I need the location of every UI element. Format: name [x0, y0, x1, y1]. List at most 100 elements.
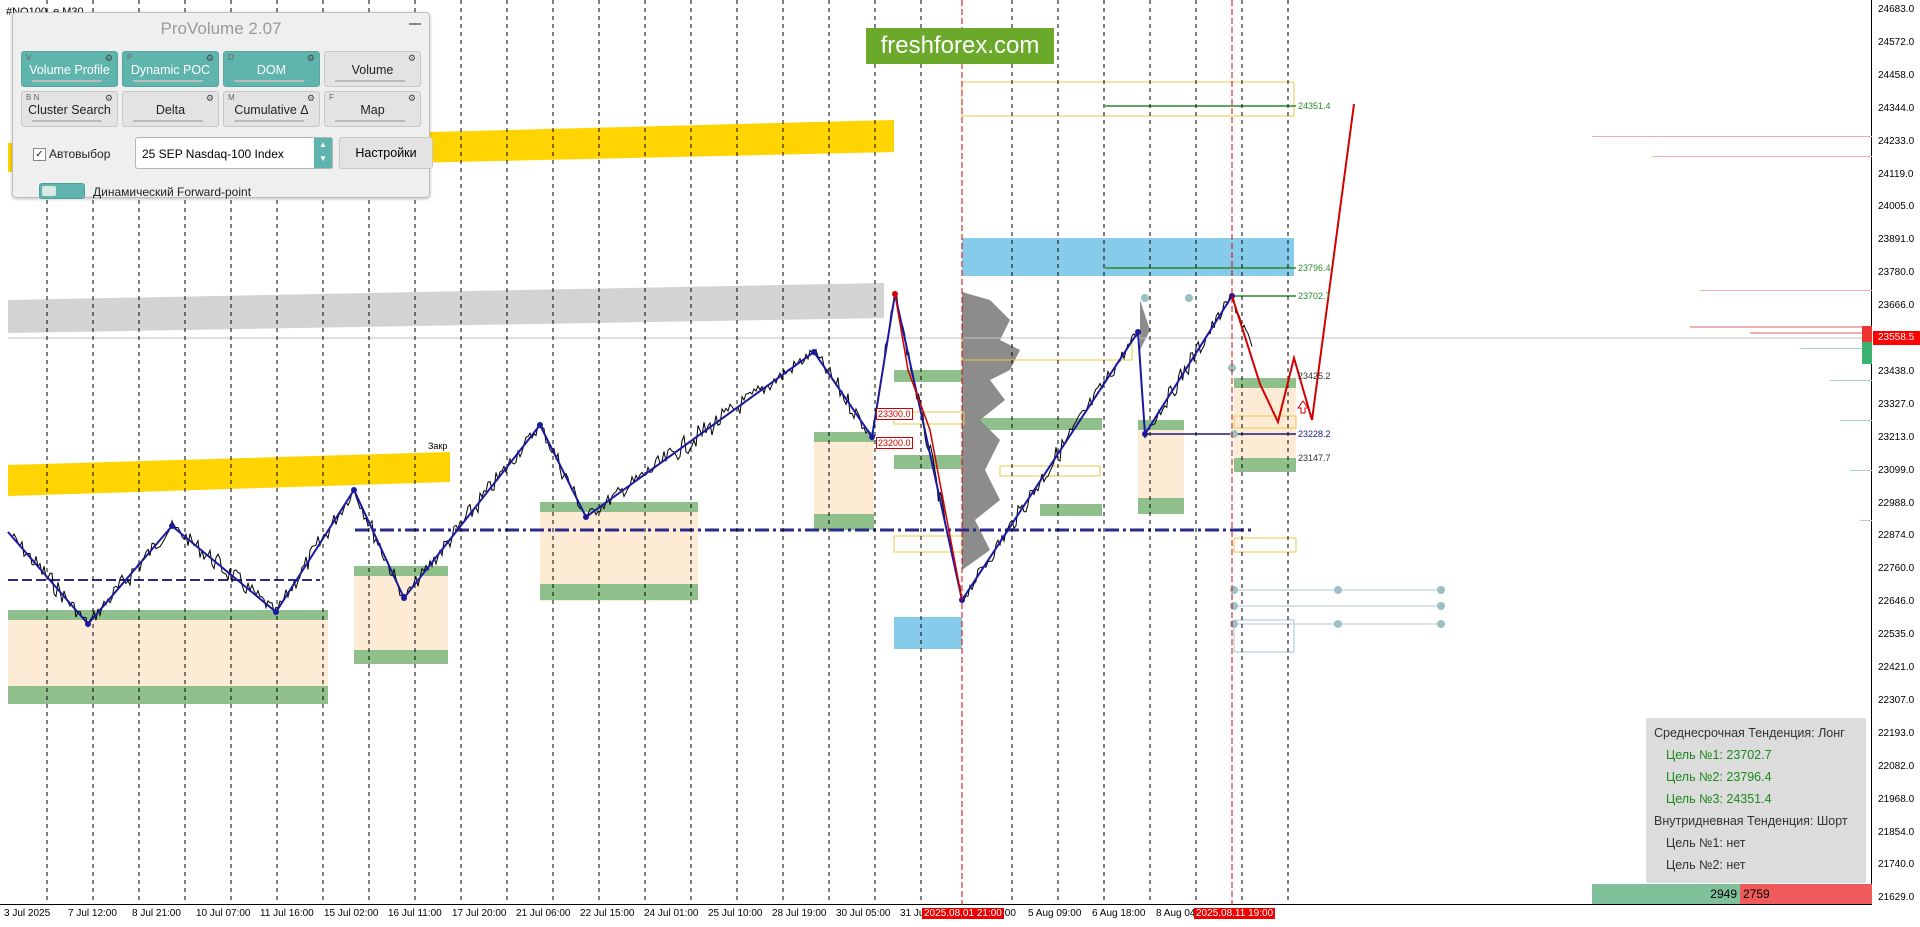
time-tick: 5 Aug 09:00: [1028, 908, 1082, 919]
button-indicator: [335, 80, 405, 82]
gear-icon[interactable]: ⚙: [205, 53, 214, 63]
level-label-1: 24351.4: [1298, 101, 1331, 111]
sell-volume: 2759: [1740, 884, 1872, 904]
time-tick: 8 Aug 04: [1156, 908, 1196, 919]
forecast-line-past: [894, 293, 963, 601]
price-tick: 22082.0: [1878, 760, 1915, 772]
price-tick: 24233.0: [1878, 135, 1915, 147]
button-label: Delta: [155, 103, 186, 117]
autoselect-checkbox[interactable]: ✓ Автовыбор: [33, 147, 110, 162]
blue-zone-upper: [962, 238, 1294, 276]
gear-icon[interactable]: ⚙: [407, 53, 416, 63]
time-tick: 16 Jul 11:00: [388, 908, 442, 919]
price-tick: 23780.0: [1878, 267, 1915, 279]
price-tick: 22988.0: [1878, 497, 1915, 509]
gear-icon[interactable]: ⚙: [104, 93, 113, 103]
button-label: DOM: [256, 63, 287, 77]
minimize-icon[interactable]: [409, 23, 421, 25]
trend-panel: Среднесрочная Тенденция: Лонг Цель №1: 2…: [1646, 718, 1866, 883]
time-tick: 24 Jul 01:00: [644, 908, 699, 919]
time-tick: 17 Jul 20:00: [452, 908, 507, 919]
volume-bands: [8, 370, 1296, 704]
button-hotkey: M: [228, 93, 235, 102]
price-tick: 21740.0: [1878, 859, 1915, 871]
box-label-2: 23200.0: [876, 437, 913, 449]
panel-button-map[interactable]: F ⚙ Map: [324, 91, 421, 127]
panel-title: ProVolume 2.07: [160, 19, 282, 38]
button-label: Volume: [351, 63, 394, 77]
chart-area[interactable]: #NQ100_e,M30 24351.4 23796.4 23702.7 234…: [0, 0, 1872, 905]
price-tick: 24344.0: [1878, 102, 1915, 114]
settings-button[interactable]: Настройки: [339, 137, 433, 169]
panel-button-dom[interactable]: D ⚙ DOM: [223, 51, 320, 87]
intraday-target-2: Цель №2: нет: [1666, 858, 1746, 872]
price-tick: 24458.0: [1878, 69, 1915, 81]
gray-zone: [8, 283, 884, 333]
level-label-3: 23702.7: [1298, 291, 1331, 301]
button-hotkey: F: [329, 93, 334, 102]
button-indicator: [335, 120, 405, 122]
time-tick: 11 Jul 16:00: [260, 908, 314, 919]
button-label: Cumulative Δ: [234, 103, 309, 117]
forward-point-toggle[interactable]: [39, 183, 85, 199]
time-tick: :00: [1002, 908, 1016, 919]
price-tick: 23666.0: [1878, 300, 1915, 312]
gear-icon[interactable]: ⚙: [306, 93, 315, 103]
provolume-panel: ProVolume 2.07 V ⚙ Volume Profile P ⚙ Dynamic…: [12, 12, 433, 199]
time-tick: 10 Jul 07:00: [196, 908, 251, 919]
medium-target-2: Цель №2: 23796.4: [1666, 770, 1772, 784]
volume-profile-histogram: [962, 292, 1020, 570]
gear-icon[interactable]: ⚙: [205, 93, 214, 103]
button-indicator: [32, 80, 102, 82]
time-tick: 6 Aug 18:00: [1092, 908, 1146, 919]
yellow-zone-mid: [8, 452, 450, 496]
time-tick: 25 Jul 10:00: [708, 908, 763, 919]
button-indicator: [133, 80, 203, 82]
price-tick: 23327.0: [1878, 398, 1915, 410]
spinner-icon[interactable]: ▲ ▼: [314, 138, 332, 168]
check-icon: ✓: [33, 148, 46, 162]
intraday-target-1: Цель №1: нет: [1666, 836, 1746, 850]
button-indicator: [234, 120, 304, 122]
price-tick: 22760.0: [1878, 563, 1915, 575]
price-tick: 24683.0: [1878, 4, 1915, 15]
time-tick: 21 Jul 06:00: [516, 908, 571, 919]
forward-point-label: Динамический Forward-point: [93, 185, 252, 199]
panel-button-cluster-search[interactable]: B N ⚙ Cluster Search: [21, 91, 118, 127]
panel-button-volume-profile[interactable]: V ⚙ Volume Profile: [21, 51, 118, 87]
zakr-label: Закр: [428, 441, 448, 451]
instrument-select[interactable]: 25 SEP Nasdaq-100 Index ▲ ▼: [135, 137, 333, 169]
button-indicator: [234, 80, 304, 82]
button-label: Volume Profile: [29, 63, 110, 77]
time-tick: 15 Jul 02:00: [324, 908, 379, 919]
panel-button-cumulative[interactable]: M ⚙ Cumulative Δ: [223, 91, 320, 127]
panel-button-dynamic-poc[interactable]: P ⚙ Dynamic POC: [122, 51, 219, 87]
time-tick: 30 Jul 05:00: [836, 908, 891, 919]
gear-icon[interactable]: ⚙: [306, 53, 315, 63]
current-price: 23558.5: [1873, 331, 1920, 345]
price-tick: 23438.0: [1878, 365, 1915, 377]
price-tick: 21968.0: [1878, 793, 1915, 805]
price-tick: 23891.0: [1878, 234, 1915, 246]
time-axis[interactable]: 3 Jul 2025 7 Jul 12:00 8 Jul 21:00 10 Jul 0…: [0, 905, 1872, 927]
price-tick: 21629.0: [1878, 892, 1915, 904]
price-axis[interactable]: 24683.0 24572.0 24458.0 24344.0 24233.0 24119…: [1872, 0, 1920, 905]
price-series: [7, 290, 1253, 628]
gear-icon[interactable]: ⚙: [104, 53, 113, 63]
price-tick: 23099.0: [1878, 464, 1915, 476]
price-tick: 24005.0: [1878, 201, 1915, 213]
medium-trend-title: Среднесрочная Тенденция: Лонг: [1654, 726, 1845, 740]
time-tick: 22 Jul 15:00: [580, 908, 635, 919]
panel-button-volume[interactable]: ⚙ Volume: [324, 51, 421, 87]
zigzag-points: [85, 293, 1235, 627]
dom-histogram: [1592, 136, 1872, 521]
time-tick: 8 Jul 21:00: [132, 908, 181, 919]
gear-icon[interactable]: ⚙: [407, 93, 416, 103]
yellow-boxes: [893, 81, 1297, 553]
button-label: Dynamic POC: [130, 63, 211, 77]
price-tick: 22307.0: [1878, 694, 1915, 706]
panel-button-delta[interactable]: ⚙ Delta: [122, 91, 219, 127]
forecast-line: [1231, 103, 1355, 425]
button-hotkey: B N: [26, 93, 40, 102]
price-tick: 24119.0: [1878, 168, 1914, 180]
